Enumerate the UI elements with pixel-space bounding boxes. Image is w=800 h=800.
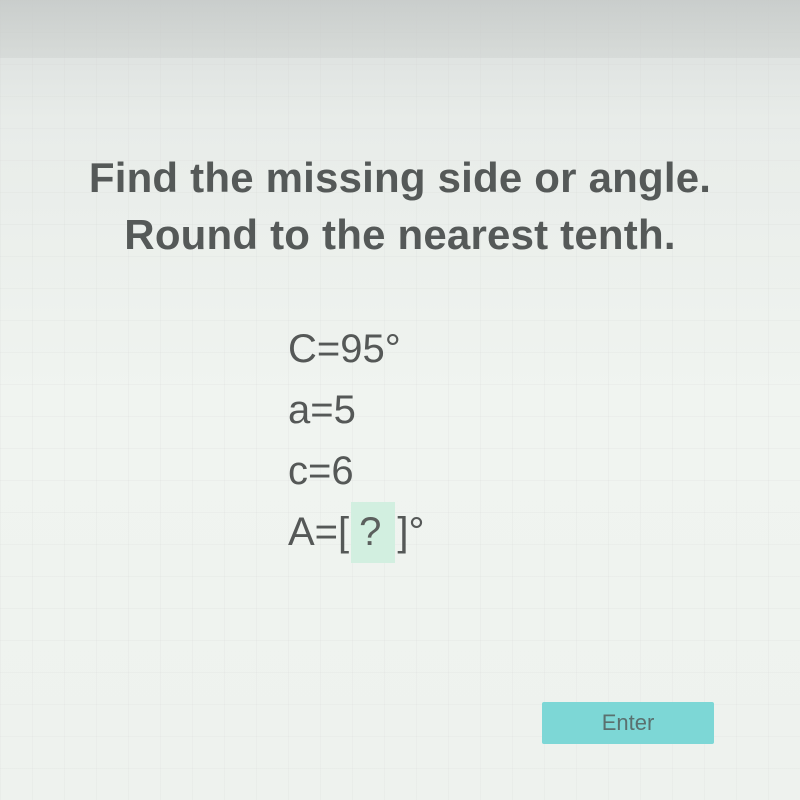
equation-answer: A=[ ? ]°: [288, 502, 800, 563]
problem-heading: Find the missing side or angle. Round to…: [0, 150, 800, 263]
enter-button[interactable]: Enter: [542, 702, 714, 744]
equation-a-side: a=5: [288, 380, 800, 441]
equations-block: C=95° a=5 c=6 A=[ ? ]°: [288, 319, 800, 562]
answer-prefix: A=[: [288, 510, 349, 554]
content-area: Find the missing side or angle. Round to…: [0, 0, 800, 563]
equation-c-side: c=6: [288, 441, 800, 502]
answer-suffix: ]°: [397, 510, 424, 554]
heading-line-2: Round to the nearest tenth.: [0, 207, 800, 264]
heading-line-1: Find the missing side or angle.: [0, 150, 800, 207]
answer-input-box[interactable]: ?: [351, 502, 395, 563]
equation-c-angle: C=95°: [288, 319, 800, 380]
